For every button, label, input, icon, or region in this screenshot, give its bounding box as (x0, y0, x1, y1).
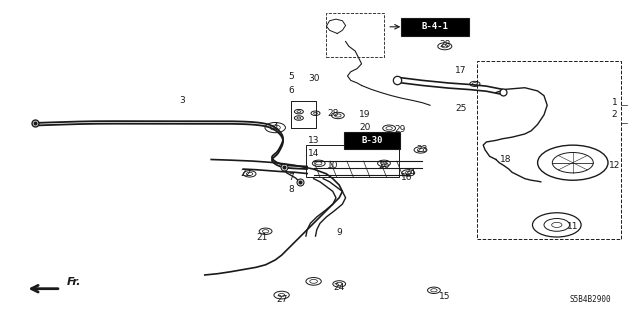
Text: 24: 24 (333, 283, 345, 292)
Text: 1: 1 (612, 98, 617, 107)
Text: 12: 12 (609, 161, 620, 170)
Text: 11: 11 (567, 222, 579, 231)
Polygon shape (326, 19, 346, 33)
Text: 21: 21 (257, 233, 268, 242)
Text: 8: 8 (289, 185, 294, 194)
Text: 13: 13 (308, 136, 319, 145)
Text: 9: 9 (337, 228, 342, 237)
Text: 3: 3 (180, 96, 185, 105)
Text: B-4-1: B-4-1 (422, 22, 449, 31)
Text: 4: 4 (273, 123, 278, 132)
FancyBboxPatch shape (401, 18, 469, 36)
FancyBboxPatch shape (344, 132, 400, 149)
Text: 16: 16 (401, 173, 412, 182)
Text: 2: 2 (612, 110, 617, 119)
Text: 28: 28 (327, 109, 339, 118)
Text: 25: 25 (455, 104, 467, 113)
Text: 24: 24 (404, 168, 415, 177)
Text: Fr.: Fr. (67, 277, 82, 287)
Text: B-30: B-30 (361, 136, 383, 145)
Text: 20: 20 (359, 123, 371, 132)
Text: 29: 29 (394, 125, 406, 134)
Text: 22: 22 (241, 169, 252, 178)
Text: 30: 30 (308, 74, 319, 83)
Text: 19: 19 (359, 110, 371, 119)
Text: 18: 18 (500, 155, 511, 164)
Text: 17: 17 (455, 66, 467, 75)
Text: 23: 23 (417, 145, 428, 154)
Text: 5: 5 (289, 72, 294, 81)
Text: 28: 28 (439, 40, 451, 49)
Text: S5B4B2900: S5B4B2900 (570, 295, 611, 304)
Text: 15: 15 (439, 292, 451, 301)
Text: 27: 27 (276, 295, 287, 304)
Text: 6: 6 (289, 86, 294, 95)
Text: 10: 10 (327, 161, 339, 170)
Text: 26: 26 (378, 161, 390, 170)
Text: 14: 14 (308, 149, 319, 158)
Text: 7: 7 (289, 173, 294, 182)
